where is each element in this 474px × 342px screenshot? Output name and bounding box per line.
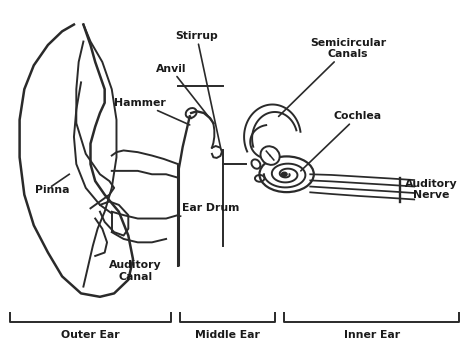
Text: Hammer: Hammer: [114, 98, 190, 125]
Text: Ear Drum: Ear Drum: [178, 203, 240, 217]
Text: Pinna: Pinna: [35, 185, 69, 195]
Text: Semicircular
Canals: Semicircular Canals: [279, 38, 386, 116]
Text: Cochlea: Cochlea: [301, 111, 382, 171]
Ellipse shape: [259, 156, 314, 192]
Text: Anvil: Anvil: [155, 64, 211, 120]
Text: Auditory
Nerve: Auditory Nerve: [404, 179, 457, 200]
Text: Stirrup: Stirrup: [175, 31, 220, 147]
Circle shape: [282, 172, 287, 176]
Text: Auditory
Canal: Auditory Canal: [109, 261, 162, 282]
Text: Inner Ear: Inner Ear: [344, 330, 400, 340]
Ellipse shape: [261, 146, 280, 165]
Ellipse shape: [251, 159, 260, 169]
Text: Outer Ear: Outer Ear: [61, 330, 120, 340]
Text: Middle Ear: Middle Ear: [195, 330, 260, 340]
